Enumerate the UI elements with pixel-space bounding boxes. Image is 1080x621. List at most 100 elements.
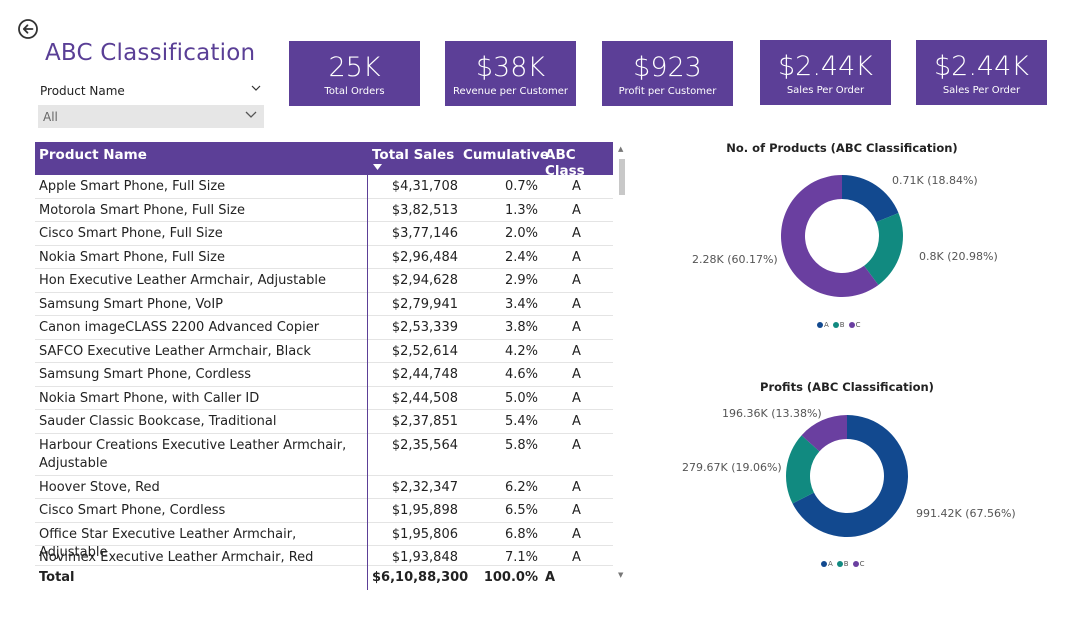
donut-label-b: 279.67K (19.06%) bbox=[682, 461, 782, 474]
column-header-product-name[interactable]: Product Name bbox=[39, 147, 147, 163]
product-name-slicer-header[interactable]: Product Name bbox=[40, 84, 264, 102]
cell-product-name: Harbour Creations Executive Leather Armc… bbox=[39, 438, 347, 471]
cell-abc-class: A bbox=[572, 503, 581, 518]
column-header-abc-class[interactable]: ABC Class bbox=[545, 147, 585, 179]
scroll-down-icon[interactable]: ▼ bbox=[618, 571, 624, 579]
kpi-label: Revenue per Customer bbox=[452, 86, 569, 97]
cell-abc-class: A bbox=[572, 226, 581, 241]
kpi-card-total-orders[interactable]: 25K Total Orders bbox=[289, 41, 420, 106]
kpi-label: Profit per Customer bbox=[618, 86, 717, 97]
cell-product-name: Samsung Smart Phone, Cordless bbox=[39, 367, 252, 382]
cell-cumulative: 5.8% bbox=[504, 438, 538, 453]
total-sales: $6,10,88,300 bbox=[372, 570, 469, 585]
legend-label: C bbox=[859, 560, 865, 568]
cell-cumulative: 3.4% bbox=[504, 297, 538, 312]
cell-abc-class: A bbox=[572, 203, 581, 218]
column-header-total-sales[interactable]: Total Sales bbox=[372, 147, 455, 163]
chevron-down-icon[interactable] bbox=[244, 107, 258, 121]
cell-product-name: Samsung Smart Phone, VoIP bbox=[39, 297, 224, 312]
sort-descending-icon[interactable] bbox=[373, 164, 382, 170]
table-row[interactable]: Cisco Smart Phone, Cordless $1,95,898 6.5%… bbox=[35, 499, 613, 523]
cell-cumulative: 7.1% bbox=[504, 550, 538, 565]
cell-product-name: Hoover Stove, Red bbox=[39, 480, 160, 495]
kpi-card-profit-per-customer[interactable]: $923 Profit per Customer bbox=[602, 41, 733, 106]
donut-slice-b[interactable] bbox=[864, 212, 903, 285]
donut-slice-c[interactable] bbox=[801, 415, 847, 452]
legend-item-b[interactable]: B bbox=[832, 321, 845, 329]
legend-dot bbox=[821, 561, 827, 567]
table-row[interactable]: Nokia Smart Phone, Full Size $2,96,484 2.4… bbox=[35, 246, 613, 269]
cell-cumulative: 4.6% bbox=[504, 367, 538, 382]
scroll-thumb[interactable] bbox=[619, 159, 625, 195]
cell-abc-class: A bbox=[572, 297, 581, 312]
cell-abc-class: A bbox=[572, 438, 581, 453]
legend-item-a[interactable]: A bbox=[817, 321, 829, 329]
scroll-up-icon[interactable]: ▲ bbox=[618, 145, 624, 153]
page-title: ABC Classification bbox=[45, 40, 256, 66]
legend-dot bbox=[817, 322, 823, 328]
donut-slice-b[interactable] bbox=[786, 435, 820, 504]
table-scrollbar[interactable]: ▲ ▼ bbox=[618, 145, 626, 581]
back-arrow-icon[interactable] bbox=[17, 18, 39, 40]
cell-product-name: Cisco Smart Phone, Full Size bbox=[39, 226, 223, 241]
donut-slice-a[interactable] bbox=[842, 175, 899, 223]
donut-slice-a[interactable] bbox=[792, 415, 908, 537]
legend-item-a[interactable]: A bbox=[821, 560, 833, 568]
cell-product-name: Office Star Executive Leather Armchair, … bbox=[39, 527, 297, 560]
donut-label-c: 196.36K (13.38%) bbox=[722, 407, 822, 420]
legend-label: B bbox=[843, 560, 849, 568]
donut-label-c: 2.28K (60.17%) bbox=[692, 253, 778, 266]
table-row[interactable]: Nokia Smart Phone, with Caller ID $2,44,5… bbox=[35, 387, 613, 410]
cell-product-name: Sauder Classic Bookcase, Traditional bbox=[39, 414, 277, 429]
cell-abc-class: A bbox=[572, 250, 581, 265]
cell-abc-class: A bbox=[572, 344, 581, 359]
legend-dot bbox=[848, 322, 855, 328]
column-header-cumulative[interactable]: Cumulative bbox=[463, 147, 549, 163]
legend-item-c[interactable]: C bbox=[848, 321, 861, 329]
kpi-value: $2.44K bbox=[777, 51, 873, 82]
kpi-card-revenue-per-customer[interactable]: $38K Revenue per Customer bbox=[445, 41, 576, 106]
cell-cumulative: 2.9% bbox=[504, 273, 538, 288]
product-name-dropdown[interactable]: All bbox=[38, 105, 264, 128]
kpi-card-sales-per-order-2[interactable]: $2.44K Sales Per Order bbox=[916, 40, 1047, 105]
cell-cumulative: 6.5% bbox=[504, 503, 538, 518]
legend-item-c[interactable]: C bbox=[852, 560, 865, 568]
table-total-row: Total $6,10,88,300 100.0% A bbox=[35, 566, 613, 588]
cell-product-name: Nokia Smart Phone, Full Size bbox=[39, 250, 225, 265]
chart-title-products: No. of Products (ABC Classification) bbox=[726, 141, 958, 155]
cell-total-sales: $3,77,146 bbox=[391, 226, 458, 241]
table-row[interactable]: SAFCO Executive Leather Armchair, Black $… bbox=[35, 340, 613, 363]
kpi-value: $38K bbox=[475, 52, 546, 83]
cell-total-sales: $2,32,347 bbox=[391, 480, 458, 495]
kpi-card-sales-per-order[interactable]: $2.44K Sales Per Order bbox=[760, 40, 891, 105]
table-row[interactable]: Cisco Smart Phone, Full Size $3,77,146 2.0… bbox=[35, 222, 613, 246]
donut-chart-products[interactable] bbox=[772, 166, 912, 306]
legend-label: A bbox=[824, 321, 829, 329]
total-label: Total bbox=[39, 570, 75, 585]
donut-chart-profits[interactable] bbox=[777, 406, 917, 546]
total-cumulative: 100.0% bbox=[483, 570, 538, 585]
cell-total-sales: $1,93,848 bbox=[391, 550, 458, 565]
chevron-down-icon[interactable] bbox=[250, 82, 262, 94]
legend-dot bbox=[836, 561, 843, 567]
cell-total-sales: $2,44,508 bbox=[391, 391, 458, 406]
table-row[interactable]: Samsung Smart Phone, VoIP $2,79,941 3.4% A bbox=[35, 293, 613, 316]
table-row[interactable]: Hoover Stove, Red $2,32,347 6.2% A bbox=[35, 476, 613, 499]
cell-cumulative: 2.0% bbox=[504, 226, 538, 241]
cell-abc-class: A bbox=[572, 320, 581, 335]
table-row[interactable]: Samsung Smart Phone, Cordless $2,44,748 4.… bbox=[35, 363, 613, 387]
dropdown-value: All bbox=[43, 110, 58, 124]
kpi-value: $923 bbox=[633, 52, 702, 83]
table-row[interactable]: Hon Executive Leather Armchair, Adjustab… bbox=[35, 269, 613, 293]
table-row[interactable]: Harbour Creations Executive Leather Armc… bbox=[35, 434, 613, 476]
table-row[interactable]: Canon imageCLASS 2200 Advanced Copier $2,… bbox=[35, 316, 613, 340]
table-row[interactable]: Sauder Classic Bookcase, Traditional $2,3… bbox=[35, 410, 613, 434]
donut-slice-c[interactable] bbox=[781, 175, 879, 297]
donut-label-b: 0.8K (20.98%) bbox=[919, 250, 998, 263]
table-row[interactable]: Novimex Executive Leather Armchair, Red $… bbox=[35, 546, 613, 566]
table-row[interactable]: Apple Smart Phone, Full Size $4,31,708 0.7… bbox=[35, 175, 613, 199]
table-row[interactable]: Motorola Smart Phone, Full Size $3,82,513… bbox=[35, 199, 613, 222]
legend-item-b[interactable]: B bbox=[836, 560, 849, 568]
cell-product-name: Nokia Smart Phone, with Caller ID bbox=[39, 391, 260, 406]
table-row[interactable]: Office Star Executive Leather Armchair, … bbox=[35, 523, 613, 560]
